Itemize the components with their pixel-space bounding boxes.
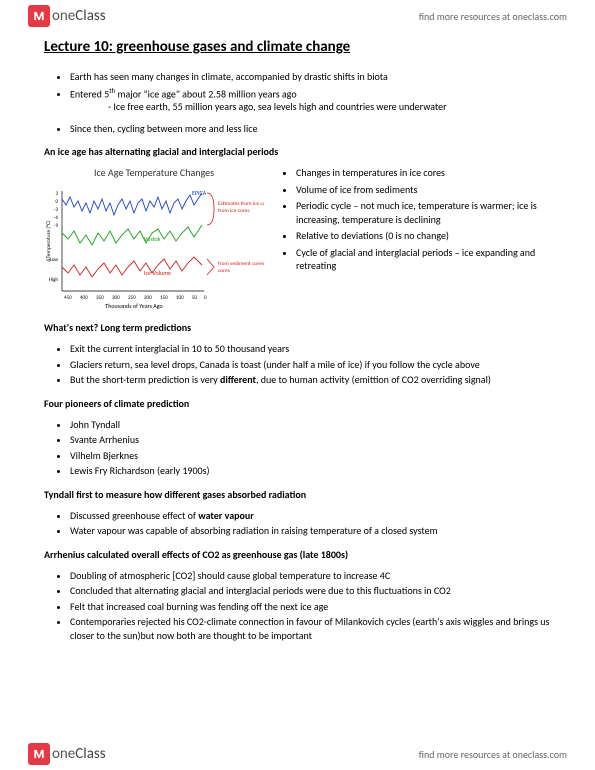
text: Long term predictions xyxy=(101,321,192,334)
brand-logo: oneClass xyxy=(28,5,106,27)
text: , due to human activity (emittion of CO2… xyxy=(256,373,491,386)
brand-class: Class xyxy=(75,7,105,25)
y-tick: -9 xyxy=(54,223,59,229)
logo-icon xyxy=(28,5,50,27)
section-heading: Tyndall first to measure how different g… xyxy=(44,488,551,501)
annotation: from sediment cores xyxy=(218,261,264,267)
brand-one: one xyxy=(52,745,75,763)
list-item: Cycle of glacial and interglacial period… xyxy=(296,246,551,273)
y-tick: -6 xyxy=(54,215,59,221)
temperature-chart: EPICA Vostok Ice Volume Estimates from i… xyxy=(44,181,264,311)
series-label: Vostok xyxy=(144,235,161,243)
chart-row: Ice Age Temperature Changes EPICA Vostok… xyxy=(44,166,551,311)
brand-one: one xyxy=(52,7,75,25)
tyndall-list: Discussed greenhouse effect of water vap… xyxy=(44,509,551,538)
brand-logo: oneClass xyxy=(28,743,106,765)
list-item: Glaciers return, sea level drops, Canada… xyxy=(70,358,551,372)
series-label: EPICA xyxy=(192,189,207,197)
list-item: But the short-term prediction is very di… xyxy=(70,373,551,387)
logo-icon xyxy=(28,743,50,765)
section-heading: Arrhenius calculated overall effects of … xyxy=(44,548,551,561)
bold-text: water vapour xyxy=(198,509,254,522)
list-item: Contemporaries rejected his CO2-climate … xyxy=(70,615,551,642)
annotation: from ice cores xyxy=(218,208,250,214)
list-item: Water vapour was capable of absorbing ra… xyxy=(70,524,551,538)
brand-class: Class xyxy=(75,745,105,763)
annotation: Estimates from ice cores xyxy=(218,201,264,207)
text: ) xyxy=(345,548,348,561)
text: But the short-term prediction is very xyxy=(70,373,220,386)
list-item: Earth has seen many changes in climate, … xyxy=(70,70,551,84)
intro-list: Earth has seen many changes in climate, … xyxy=(44,70,551,135)
chart-container: Ice Age Temperature Changes EPICA Vostok… xyxy=(44,166,264,311)
list-item: Lewis Fry Richardson (early 1900s) xyxy=(70,464,551,478)
list-item: Entered 5th major "ice age" about 2.58 m… xyxy=(70,86,551,114)
list-item: Vilhelm Bjerknes xyxy=(70,449,551,463)
x-axis-label: Thousands of Years Ago xyxy=(105,302,162,310)
x-tick: 150 xyxy=(160,295,168,301)
annotation: cores xyxy=(218,268,230,274)
x-tick: 450 xyxy=(64,295,72,301)
x-tick: 400 xyxy=(80,295,88,301)
list-item: Concluded that alternating glacial and i… xyxy=(70,584,551,598)
list-item: Periodic cycle – not much ice, temperatu… xyxy=(296,199,551,226)
footer-link[interactable]: find more resources at oneclass.com xyxy=(419,748,567,761)
list-item: Ice free earth, 55 million years ago, se… xyxy=(108,100,551,114)
list-item: John Tyndall xyxy=(70,418,551,432)
text: Arrhenius calculated overall effects of … xyxy=(44,548,321,561)
sub-list: Ice free earth, 55 million years ago, se… xyxy=(70,100,551,114)
x-tick: 350 xyxy=(96,295,104,301)
text: What's next? xyxy=(44,321,101,334)
chart-notes-list: Changes in temperatures in ice cores Vol… xyxy=(278,166,551,276)
x-tick: 250 xyxy=(128,295,136,301)
page-header: oneClass find more resources at oneclass… xyxy=(0,0,595,32)
list-item: Relative to deviations (0 is no change) xyxy=(296,229,551,243)
arrhenius-list: Doubling of atmospheric [CO2] should cau… xyxy=(44,569,551,643)
header-link[interactable]: find more resources at oneclass.com xyxy=(419,10,567,23)
brand-text: oneClass xyxy=(52,7,106,25)
list-item: Felt that increased coal burning was fen… xyxy=(70,600,551,614)
page-footer: oneClass find more resources at oneclass… xyxy=(0,738,595,770)
page-title: Lecture 10: greenhouse gases and climate… xyxy=(44,38,551,56)
list-item: Volume of ice from sediments xyxy=(296,183,551,197)
x-tick: 300 xyxy=(112,295,120,301)
text: major "ice age" about 2.58 million years… xyxy=(115,87,296,100)
section-heading: Four pioneers of climate prediction xyxy=(44,397,551,410)
bold-text: different xyxy=(220,373,256,386)
text: 1800s xyxy=(321,548,345,561)
list-item: Changes in temperatures in ice cores xyxy=(296,166,551,180)
list-item: Discussed greenhouse effect of water vap… xyxy=(70,509,551,523)
list-item: Since then, cycling between more and les… xyxy=(70,122,551,136)
text: Entered 5 xyxy=(70,87,109,100)
chart-title: Ice Age Temperature Changes xyxy=(44,166,264,179)
page-body: Lecture 10: greenhouse gases and climate… xyxy=(0,32,595,690)
section-heading: An ice age has alternating glacial and i… xyxy=(44,145,551,158)
list-item: Doubling of atmospheric [CO2] should cau… xyxy=(70,569,551,583)
x-tick: 50 xyxy=(192,295,198,301)
list-item: Svante Arrhenius xyxy=(70,433,551,447)
text: Discussed greenhouse effect of xyxy=(70,509,198,522)
series-label: Ice Volume xyxy=(144,269,171,277)
pioneers-list: John Tyndall Svante Arrhenius Vilhelm Bj… xyxy=(44,418,551,478)
y-axis-label: ΔTemperature (°C) xyxy=(45,220,52,261)
y-tick: -3 xyxy=(54,207,59,213)
section-heading: What's next? Long term predictions xyxy=(44,321,551,334)
vol-label: High xyxy=(49,277,59,283)
predictions-list: Exit the current interglacial in 10 to 5… xyxy=(44,342,551,387)
x-tick: 100 xyxy=(176,295,184,301)
list-item: Exit the current interglacial in 10 to 5… xyxy=(70,342,551,356)
x-tick: 200 xyxy=(144,295,152,301)
brand-text: oneClass xyxy=(52,745,106,763)
